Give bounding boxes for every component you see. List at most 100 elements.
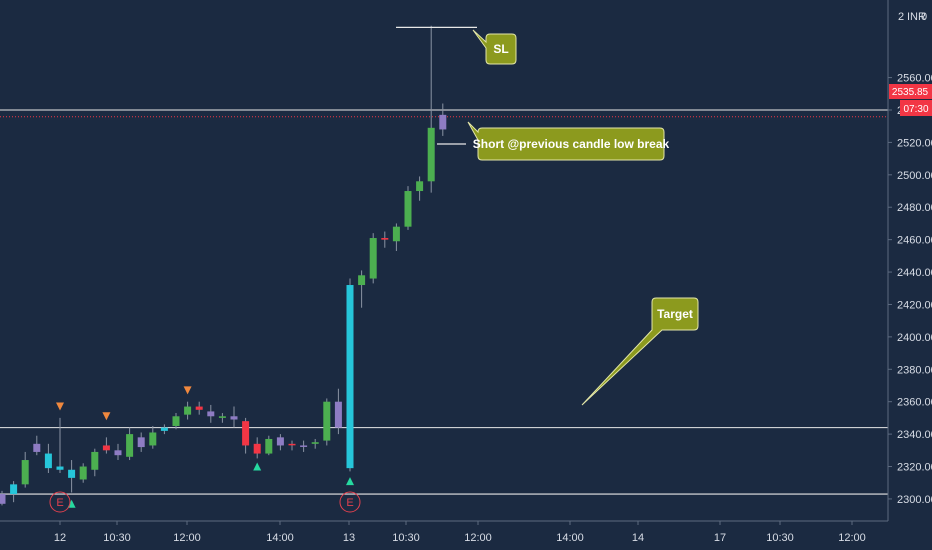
candle[interactable] [381, 231, 389, 248]
last-price-text: 2535.85 [892, 87, 929, 98]
candle-body [358, 275, 366, 286]
candle[interactable] [160, 424, 168, 435]
candle[interactable] [392, 223, 400, 251]
time-tick-label: 13 [343, 532, 355, 544]
candle-body [381, 238, 389, 240]
candle-body [230, 416, 238, 420]
price-tick-label: 2500.00 [897, 170, 932, 182]
candle-body [126, 434, 134, 457]
candle-body [56, 466, 64, 470]
candle-body [369, 238, 377, 279]
price-tick-label: 2440.00 [897, 267, 932, 279]
candle[interactable] [311, 438, 319, 449]
candle[interactable] [21, 451, 29, 488]
price-tick-label: 2300.00 [897, 494, 932, 506]
candle[interactable] [265, 435, 273, 456]
price-tick-label: 2340.00 [897, 429, 932, 441]
sell-signal-arrow [102, 412, 111, 421]
price-tick-layer: 2560.002540.002520.002500.002480.002460.… [888, 73, 932, 506]
time-tick-label: 10:30 [766, 532, 794, 544]
candle-body [242, 421, 250, 446]
time-tick-label: 14:00 [266, 532, 294, 544]
candle[interactable] [416, 176, 424, 201]
short-callout-text: Short @previous candle low break [473, 137, 670, 151]
price-tick-label: 2420.00 [897, 299, 932, 311]
candle[interactable] [288, 440, 296, 451]
target-callout[interactable] [581, 297, 699, 406]
time-tick-label: 12 [54, 532, 66, 544]
candle-body [137, 437, 145, 448]
candle-body [184, 406, 192, 415]
price-tick-label: 2560.00 [897, 73, 932, 85]
candle-layer [0, 25, 447, 506]
candle[interactable] [126, 427, 134, 461]
candle-body [311, 442, 319, 444]
earnings-event-label: E [346, 497, 353, 509]
sl-callout[interactable] [472, 29, 517, 65]
candle[interactable] [369, 233, 377, 284]
hline-layer [0, 109, 888, 495]
candle-body [427, 127, 435, 182]
candle-body [149, 432, 157, 446]
price-tick-label: 2320.00 [897, 462, 932, 474]
price-tick-label: 2400.00 [897, 332, 932, 344]
earnings-event-circle[interactable] [339, 491, 361, 513]
candle[interactable] [323, 398, 331, 446]
candle[interactable] [102, 437, 110, 454]
time-tick-label: 10:30 [392, 532, 420, 544]
countdown-text: 07:30 [903, 104, 928, 115]
earnings-event-circle[interactable] [49, 491, 71, 513]
candle-body [21, 460, 29, 485]
candle[interactable] [242, 417, 250, 454]
price-axis[interactable]: 2560.002540.002520.002500.002480.002460.… [887, 0, 932, 521]
candle[interactable] [0, 490, 6, 506]
candle[interactable] [253, 437, 261, 459]
candle[interactable] [10, 481, 18, 503]
last-price-tag [889, 84, 932, 99]
target-callout-text: Target [657, 307, 693, 321]
earnings-event-label: E [56, 497, 63, 509]
candle-body [172, 416, 180, 427]
candle[interactable] [44, 443, 52, 474]
candle[interactable] [439, 103, 447, 136]
candle[interactable] [218, 413, 226, 423]
candle[interactable] [427, 25, 435, 193]
candle[interactable] [33, 435, 41, 456]
candle[interactable] [56, 417, 64, 474]
candle[interactable] [207, 404, 215, 423]
candle-body [265, 438, 273, 454]
candle[interactable] [346, 278, 354, 472]
candle-body [300, 445, 308, 447]
candle[interactable] [300, 440, 308, 452]
candle[interactable] [195, 401, 203, 415]
candle[interactable] [149, 426, 157, 449]
candle[interactable] [230, 406, 238, 428]
candle-body [79, 466, 87, 480]
candle[interactable] [79, 463, 87, 483]
candle[interactable] [68, 460, 76, 493]
short-callout[interactable] [467, 121, 665, 161]
candle-body [346, 285, 354, 469]
candle-body [102, 445, 110, 451]
price-tick-label: 2460.00 [897, 235, 932, 247]
candle[interactable] [172, 413, 180, 430]
candle[interactable] [114, 443, 122, 461]
candle[interactable] [276, 434, 284, 451]
candle[interactable] [137, 432, 145, 452]
candle-body [0, 494, 6, 504]
candle[interactable] [358, 270, 366, 308]
price-tick-label: 2360.00 [897, 397, 932, 409]
candle[interactable] [334, 388, 342, 435]
candle[interactable] [404, 186, 412, 230]
candle-body [439, 114, 447, 130]
candle-body [288, 443, 296, 446]
time-axis[interactable]: 12 10:30 12:00 14:00 13 10:30 12:00 14:00 14 17 10… [0, 520, 888, 544]
candle[interactable] [184, 401, 192, 420]
sl-callout-text: SL [493, 42, 508, 56]
candle-body [253, 443, 261, 454]
countdown-tag [900, 100, 932, 116]
candle[interactable] [91, 448, 99, 477]
sell-signal-arrow [56, 402, 64, 411]
